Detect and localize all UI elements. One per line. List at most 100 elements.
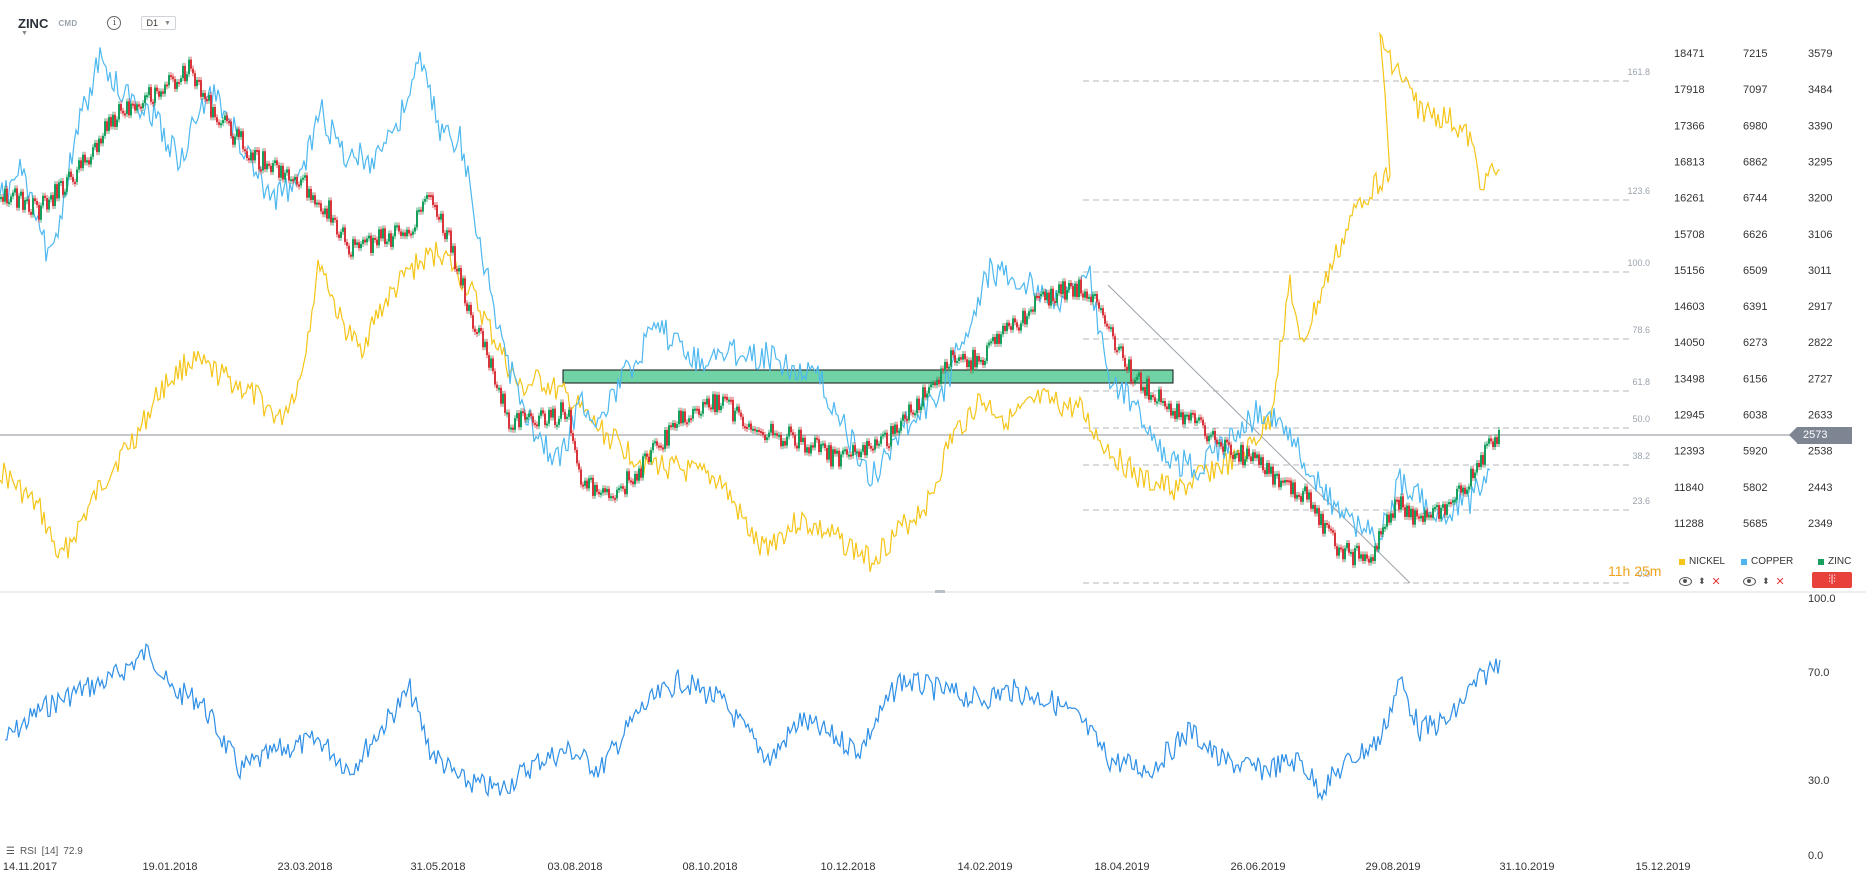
- zinc-candle-body: [766, 437, 768, 441]
- zinc-candle-body: [1036, 295, 1038, 298]
- zinc-candle-body: [1132, 381, 1134, 384]
- zinc-candle-body: [986, 345, 988, 361]
- zinc-candle-body: [38, 204, 40, 220]
- zinc-candle-body: [1350, 551, 1352, 554]
- zinc-candle-body: [326, 208, 328, 219]
- zinc-candle-body: [906, 418, 908, 421]
- zinc-candle-body: [1300, 496, 1302, 502]
- zinc-candle-body: [1452, 500, 1454, 503]
- eye-icon[interactable]: [1743, 577, 1756, 586]
- zinc-candle-body: [1208, 436, 1210, 442]
- zinc-candle-body: [1046, 292, 1048, 301]
- timeframe-select[interactable]: D1 ▼: [141, 16, 176, 30]
- zinc-candle-body: [742, 416, 744, 427]
- zinc-candle-body: [110, 117, 112, 127]
- zinc-candle-body: [1072, 286, 1074, 297]
- zinc-candle-body: [1158, 389, 1160, 402]
- zinc-candle-body: [702, 402, 704, 414]
- zinc-candle-body: [188, 59, 190, 75]
- zinc-candle-body: [1264, 470, 1266, 475]
- zinc-candle-body: [758, 429, 760, 432]
- zinc-candle-body: [796, 445, 798, 449]
- zinc-candle-body: [292, 179, 294, 182]
- zinc-candle-body: [762, 431, 764, 435]
- zinc-candle-body: [688, 418, 690, 423]
- zinc-candle-body: [1478, 462, 1480, 468]
- zinc-candle-body: [1102, 308, 1104, 316]
- zinc-candle-body: [528, 413, 530, 418]
- zinc-candle-body: [606, 488, 608, 493]
- zinc-candle-body: [1124, 357, 1126, 367]
- zinc-candle-body: [802, 437, 804, 443]
- zinc-candle-body: [1360, 554, 1362, 559]
- zinc-candle-body: [914, 413, 916, 416]
- reorder-icon[interactable]: ⬍: [1698, 576, 1706, 586]
- zinc-candle-body: [1112, 327, 1114, 337]
- zinc-candle-body: [280, 165, 282, 178]
- zinc-candle-body: [380, 229, 382, 239]
- copper-axis-label: 7097: [1743, 84, 1767, 96]
- zinc-candle-body: [560, 402, 562, 419]
- zinc-candle-body: [496, 384, 498, 389]
- zinc-candle-body: [772, 423, 774, 436]
- zinc-candle-body: [1284, 480, 1286, 483]
- zinc-candle-body: [1220, 442, 1222, 447]
- zinc-candle-body: [278, 165, 280, 178]
- zinc-candle-body: [1026, 316, 1028, 325]
- zinc-candle-body: [1308, 492, 1310, 500]
- symbol-name[interactable]: ZINC: [18, 15, 49, 31]
- zinc-candle-body: [636, 473, 638, 481]
- zinc-candle-body: [354, 239, 356, 245]
- zinc-candle-body: [218, 122, 220, 125]
- zinc-candle-body: [1386, 514, 1388, 527]
- zinc-candle-body: [1468, 486, 1470, 490]
- zinc-candle-body: [1354, 548, 1356, 566]
- zinc-candle-body: [998, 333, 1000, 344]
- zinc-chart-type-button[interactable]: ⫶|⫶: [1812, 572, 1852, 588]
- zinc-candle-body: [532, 416, 534, 423]
- zinc-candle-body: [174, 79, 176, 89]
- zinc-candle-body: [342, 227, 344, 232]
- fib-level-label: 23.6: [1632, 496, 1650, 506]
- rsi-toggle-icon[interactable]: ☰: [6, 846, 15, 857]
- zinc-candle-body: [902, 414, 904, 421]
- reorder-icon[interactable]: ⬍: [1762, 576, 1770, 586]
- zinc-candle-body: [56, 184, 58, 199]
- zinc-candle-body: [1214, 431, 1216, 441]
- zinc-candle-body: [1184, 414, 1186, 425]
- zinc-candle-body: [1404, 507, 1406, 517]
- zinc-candle-body: [920, 406, 922, 410]
- zinc-candle-body: [464, 278, 466, 304]
- legend-copper: COPPER: [1741, 556, 1793, 567]
- zinc-candle-body: [394, 225, 396, 237]
- zinc-candle-body: [122, 110, 124, 114]
- zinc-candle-body: [770, 423, 772, 433]
- zinc-candle-body: [782, 441, 784, 447]
- close-icon[interactable]: ✕: [1711, 576, 1721, 588]
- zinc-candle-body: [784, 441, 786, 446]
- zinc-candle-body: [992, 337, 994, 342]
- zinc-candle-body: [264, 151, 266, 170]
- zinc-candle-body: [1340, 547, 1342, 550]
- info-icon[interactable]: i: [107, 16, 122, 30]
- zinc-candle-body: [336, 219, 338, 235]
- zinc-candle-body: [1352, 551, 1354, 566]
- zinc-candle-body: [1164, 401, 1166, 407]
- eye-icon[interactable]: [1679, 577, 1692, 586]
- zinc-candle-body: [980, 359, 982, 362]
- zinc-candle-body: [198, 79, 200, 82]
- zinc-candle-body: [856, 451, 858, 454]
- zinc-candle-body: [1074, 283, 1076, 297]
- symbol-chevron-icon[interactable]: ▼: [21, 30, 28, 37]
- close-icon[interactable]: ✕: [1775, 576, 1785, 588]
- zinc-candle-body: [150, 87, 152, 102]
- zinc-candle-body: [776, 433, 778, 436]
- zinc-candle-body: [442, 213, 444, 233]
- zinc-candle-body: [312, 195, 314, 200]
- zinc-candle-body: [908, 404, 910, 421]
- zinc-candle-body: [1232, 454, 1234, 460]
- zinc-candle-body: [1106, 323, 1108, 327]
- zinc-axis-label: 3390: [1808, 120, 1832, 132]
- zinc-candle-body: [1390, 513, 1392, 523]
